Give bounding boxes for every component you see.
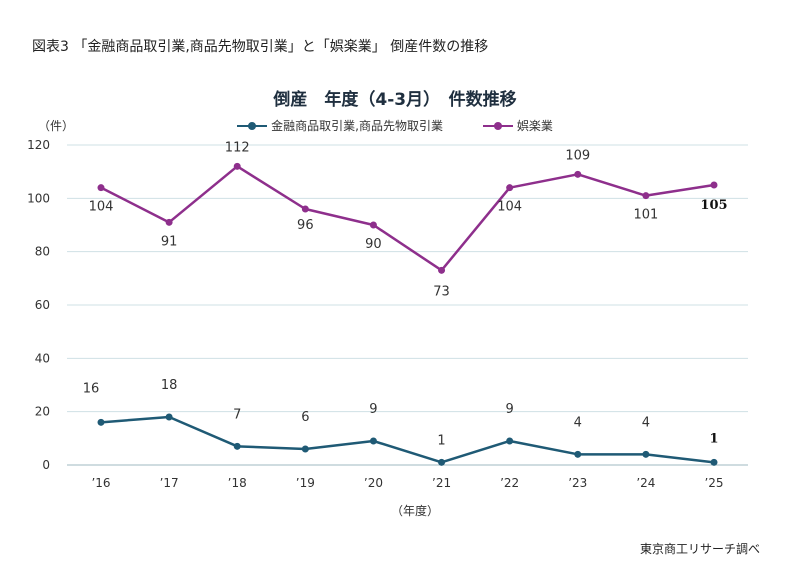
data-label-1-6: 104	[497, 200, 522, 215]
data-label-0-7: 4	[574, 415, 582, 430]
data-label-1-7: 109	[565, 148, 590, 163]
data-label-0-3: 6	[301, 410, 309, 425]
data-label-0-6: 9	[506, 402, 514, 417]
data-label-0-9: 1	[709, 431, 718, 446]
chart-legend: 金融商品取引業,商品先物取引業 娯楽業	[0, 117, 790, 134]
data-point-1-1	[165, 218, 173, 226]
series-line-0	[100, 415, 715, 464]
x-tick-label: ’21	[432, 476, 451, 490]
grid-lines	[67, 144, 748, 466]
data-label-0-1: 18	[161, 378, 178, 393]
legend-swatch-entertainment	[482, 121, 513, 131]
x-tick-label: ’20	[364, 476, 383, 490]
data-point-0-8	[642, 450, 650, 458]
legend-item-entertainment: 娯楽業	[482, 117, 553, 134]
x-tick-label: ’19	[296, 476, 315, 490]
data-point-0-0	[97, 418, 105, 426]
data-point-1-2	[233, 162, 241, 170]
legend-label-entertainment: 娯楽業	[516, 119, 553, 133]
data-label-1-2: 112	[225, 140, 250, 155]
legend-item-finance: 金融商品取引業,商品先物取引業	[237, 117, 443, 134]
y-tick-label: 100	[27, 191, 50, 205]
y-tick-label: 40	[35, 351, 50, 365]
data-point-0-4	[369, 437, 377, 445]
legend-swatch-finance	[237, 121, 268, 131]
x-tick-label: ’16	[91, 476, 110, 490]
x-tick-label: ’23	[568, 476, 587, 490]
y-tick-label: 120	[27, 138, 50, 152]
y-tick-label: 0	[42, 458, 50, 472]
legend-label-finance: 金融商品取引業,商品先物取引業	[271, 119, 443, 133]
data-label-0-0: 16	[83, 381, 100, 396]
data-point-0-5	[438, 458, 446, 466]
data-point-1-0	[97, 184, 105, 192]
source-note: 東京商工リサーチ調べ	[639, 542, 760, 556]
series-group	[97, 162, 718, 466]
data-label-1-9: 105	[700, 198, 727, 213]
data-point-0-3	[301, 445, 309, 453]
data-label-0-8: 4	[642, 415, 650, 430]
data-point-1-3	[301, 205, 309, 213]
x-tick-label: ’17	[160, 476, 179, 490]
data-label-1-5: 73	[433, 284, 450, 299]
y-axis-unit: （件）	[38, 119, 75, 133]
y-tick-label: 20	[35, 405, 50, 419]
data-point-1-4	[369, 221, 377, 229]
data-label-1-3: 96	[297, 218, 314, 233]
y-axis-ticks: 0 20 40 60 80 100 120	[27, 138, 50, 472]
data-label-1-1: 91	[161, 234, 178, 249]
data-point-1-5	[438, 266, 446, 274]
data-point-1-6	[506, 184, 514, 192]
data-point-0-1	[165, 413, 173, 421]
figure-caption: 図表3 「金融商品取引業,商品先物取引業」と「娯楽業」 倒産件数の推移	[32, 39, 489, 55]
data-label-0-5: 1	[437, 433, 445, 448]
data-point-1-7	[574, 170, 582, 178]
y-tick-label: 60	[35, 298, 50, 312]
data-point-1-8	[642, 192, 650, 200]
data-label-1-8: 101	[633, 208, 658, 223]
data-label-0-4: 9	[369, 402, 377, 417]
data-point-0-7	[574, 450, 582, 458]
x-tick-label: ’24	[636, 476, 655, 490]
series-line-1	[100, 165, 715, 272]
y-tick-label: 80	[35, 245, 50, 259]
data-label-1-4: 90	[365, 237, 382, 252]
x-axis-ticks: ’16 ’17 ’18 ’19 ’20 ’21 ’22 ’23 ’24 ’25	[91, 476, 723, 490]
data-point-0-2	[233, 442, 241, 450]
x-tick-label: ’22	[500, 476, 519, 490]
x-tick-label: ’25	[704, 476, 723, 490]
data-label-0-2: 7	[233, 407, 241, 422]
data-point-0-9	[710, 458, 718, 466]
data-label-1-0: 104	[89, 200, 114, 215]
x-tick-label: ’18	[228, 476, 247, 490]
data-point-0-6	[506, 437, 514, 445]
chart-title: 倒産 年度（4-3月） 件数推移	[273, 90, 517, 110]
x-axis-label: （年度）	[391, 503, 439, 518]
data-point-1-9	[710, 181, 718, 189]
